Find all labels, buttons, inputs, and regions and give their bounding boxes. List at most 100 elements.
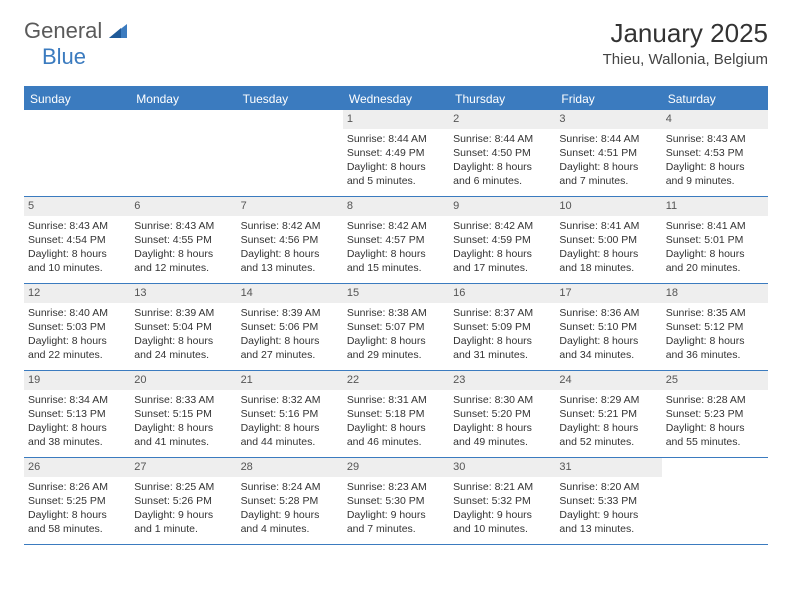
weekday-header-row: SundayMondayTuesdayWednesdayThursdayFrid…: [24, 88, 768, 110]
day-cell: 3Sunrise: 8:44 AMSunset: 4:51 PMDaylight…: [555, 110, 661, 196]
day-number: 16: [449, 284, 555, 303]
day-daylight: Daylight: 8 hours and 52 minutes.: [559, 421, 657, 449]
day-number: 25: [662, 371, 768, 390]
day-info: Sunrise: 8:37 AMSunset: 5:09 PMDaylight:…: [453, 306, 551, 363]
day-sunset: Sunset: 5:26 PM: [134, 494, 232, 508]
day-daylight: Daylight: 9 hours and 13 minutes.: [559, 508, 657, 536]
month-title: January 2025: [603, 18, 768, 49]
day-info: Sunrise: 8:23 AMSunset: 5:30 PMDaylight:…: [347, 480, 445, 537]
day-number: 23: [449, 371, 555, 390]
day-info: Sunrise: 8:31 AMSunset: 5:18 PMDaylight:…: [347, 393, 445, 450]
day-number: 19: [24, 371, 130, 390]
day-sunrise: Sunrise: 8:33 AM: [134, 393, 232, 407]
day-sunrise: Sunrise: 8:44 AM: [347, 132, 445, 146]
day-info: Sunrise: 8:42 AMSunset: 4:57 PMDaylight:…: [347, 219, 445, 276]
week-row: 19 Sunrise: 8:34 AMSunset: 5:13 PM Dayligh…: [24, 371, 768, 458]
day-sunset: Sunset: 4:51 PM: [559, 146, 657, 160]
day-cell: 29Sunrise: 8:23 AMSunset: 5:30 PMDayligh…: [343, 458, 449, 544]
day-number: 14: [237, 284, 343, 303]
day-cell: 22 Sunrise: 8:31 AMSunset: 5:18 PMDayligh…: [343, 371, 449, 457]
day-cell: 23 Sunrise: 8:30 AMSunset: 5:20 PMDayligh…: [449, 371, 555, 457]
day-sunset: Sunset: 5:03 PM: [28, 320, 126, 334]
day-sunrise: Sunrise: 8:39 AM: [134, 306, 232, 320]
day-info: Sunrise: 8:39 AMSunset: 5:04 PMDaylight:…: [134, 306, 232, 363]
week-row: 5Sunrise: 8:43 AMSunset: 4:54 PMDaylight…: [24, 197, 768, 284]
day-cell: 30Sunrise: 8:21 AMSunset: 5:32 PMDayligh…: [449, 458, 555, 544]
day-cell: 27Sunrise: 8:25 AMSunset: 5:26 PMDayligh…: [130, 458, 236, 544]
day-cell: 4Sunrise: 8:43 AMSunset: 4:53 PMDaylight…: [662, 110, 768, 196]
day-number: 9: [449, 197, 555, 216]
day-sunset: Sunset: 5:30 PM: [347, 494, 445, 508]
day-cell: 31Sunrise: 8:20 AMSunset: 5:33 PMDayligh…: [555, 458, 661, 544]
day-daylight: Daylight: 8 hours and 9 minutes.: [666, 160, 764, 188]
day-sunrise: Sunrise: 8:43 AM: [134, 219, 232, 233]
day-info: Sunrise: 8:43 AMSunset: 4:54 PMDaylight:…: [28, 219, 126, 276]
day-cell: 19Sunrise: 8:34 AMSunset: 5:13 PMDayligh…: [24, 371, 130, 457]
week-row: 1Sunrise: 8:44 AMSunset: 4:49 PMDaylight…: [24, 110, 768, 197]
day-info: Sunrise: 8:25 AMSunset: 5:26 PMDaylight:…: [134, 480, 232, 537]
day-cell: 14Sunrise: 8:39 AMSunset: 5:06 PMDayligh…: [237, 284, 343, 370]
day-info: Sunrise: 8:42 AMSunset: 4:59 PMDaylight:…: [453, 219, 551, 276]
day-sunrise: Sunrise: 8:31 AM: [347, 393, 445, 407]
day-cell: 2Sunrise: 8:44 AMSunset: 4:50 PMDaylight…: [449, 110, 555, 196]
day-number: 28: [237, 458, 343, 477]
weekday-header: Tuesday: [237, 88, 343, 110]
week-row: 26Sunrise: 8:26 AMSunset: 5:25 PMDayligh…: [24, 458, 768, 545]
day-sunset: Sunset: 5:25 PM: [28, 494, 126, 508]
day-number: 12: [24, 284, 130, 303]
day-sunrise: Sunrise: 8:42 AM: [347, 219, 445, 233]
day-info: Sunrise: 8:43 AMSunset: 4:53 PMDaylight:…: [666, 132, 764, 189]
day-sunset: Sunset: 4:50 PM: [453, 146, 551, 160]
day-sunrise: Sunrise: 8:44 AM: [559, 132, 657, 146]
day-number: 31: [555, 458, 661, 477]
day-cell: 28Sunrise: 8:24 AMSunset: 5:28 PMDayligh…: [237, 458, 343, 544]
day-daylight: Daylight: 8 hours and 13 minutes.: [241, 247, 339, 275]
day-sunrise: Sunrise: 8:40 AM: [28, 306, 126, 320]
day-cell: 6Sunrise: 8:43 AMSunset: 4:55 PMDaylight…: [130, 197, 236, 283]
day-sunset: Sunset: 5:13 PM: [28, 407, 126, 421]
day-number: [130, 110, 236, 129]
day-number: 10: [555, 197, 661, 216]
day-daylight: Daylight: 8 hours and 20 minutes.: [666, 247, 764, 275]
logo-triangle-icon: [109, 24, 127, 43]
day-info: Sunrise: 8:30 AMSunset: 5:20 PMDaylight:…: [453, 393, 551, 450]
day-daylight: Daylight: 8 hours and 55 minutes.: [666, 421, 764, 449]
week-row: 12Sunrise: 8:40 AMSunset: 5:03 PMDayligh…: [24, 284, 768, 371]
day-daylight: Daylight: 8 hours and 31 minutes.: [453, 334, 551, 362]
day-number: [237, 110, 343, 129]
day-sunrise: Sunrise: 8:34 AM: [28, 393, 126, 407]
day-daylight: Daylight: 8 hours and 34 minutes.: [559, 334, 657, 362]
day-cell: 17Sunrise: 8:36 AMSunset: 5:10 PMDayligh…: [555, 284, 661, 370]
day-info: Sunrise: 8:44 AMSunset: 4:49 PMDaylight:…: [347, 132, 445, 189]
day-number: 8: [343, 197, 449, 216]
day-cell: 26Sunrise: 8:26 AMSunset: 5:25 PMDayligh…: [24, 458, 130, 544]
day-sunset: Sunset: 5:15 PM: [134, 407, 232, 421]
day-number: 11: [662, 197, 768, 216]
day-number: 22: [343, 371, 449, 390]
day-info: Sunrise: 8:40 AMSunset: 5:03 PMDaylight:…: [28, 306, 126, 363]
day-number: 20: [130, 371, 236, 390]
day-daylight: Daylight: 8 hours and 5 minutes.: [347, 160, 445, 188]
day-sunrise: Sunrise: 8:20 AM: [559, 480, 657, 494]
day-sunset: Sunset: 5:32 PM: [453, 494, 551, 508]
day-cell: 13Sunrise: 8:39 AMSunset: 5:04 PMDayligh…: [130, 284, 236, 370]
day-cell: 24Sunrise: 8:29 AMSunset: 5:21 PMDayligh…: [555, 371, 661, 457]
day-sunrise: Sunrise: 8:29 AM: [559, 393, 657, 407]
day-cell: 11Sunrise: 8:41 AMSunset: 5:01 PMDayligh…: [662, 197, 768, 283]
day-sunset: Sunset: 5:00 PM: [559, 233, 657, 247]
day-number: 18: [662, 284, 768, 303]
day-sunset: Sunset: 5:28 PM: [241, 494, 339, 508]
day-cell: 16 Sunrise: 8:37 AMSunset: 5:09 PMDayligh…: [449, 284, 555, 370]
day-number: 15: [343, 284, 449, 303]
day-sunset: Sunset: 5:01 PM: [666, 233, 764, 247]
day-number: 26: [24, 458, 130, 477]
day-daylight: Daylight: 9 hours and 4 minutes.: [241, 508, 339, 536]
day-daylight: Daylight: 9 hours and 7 minutes.: [347, 508, 445, 536]
day-cell: 1Sunrise: 8:44 AMSunset: 4:49 PMDaylight…: [343, 110, 449, 196]
day-number: 24: [555, 371, 661, 390]
weekday-header: Thursday: [449, 88, 555, 110]
day-sunset: Sunset: 4:55 PM: [134, 233, 232, 247]
day-cell: [662, 458, 768, 544]
day-info: Sunrise: 8:41 AMSunset: 5:00 PMDaylight:…: [559, 219, 657, 276]
day-daylight: Daylight: 8 hours and 36 minutes.: [666, 334, 764, 362]
